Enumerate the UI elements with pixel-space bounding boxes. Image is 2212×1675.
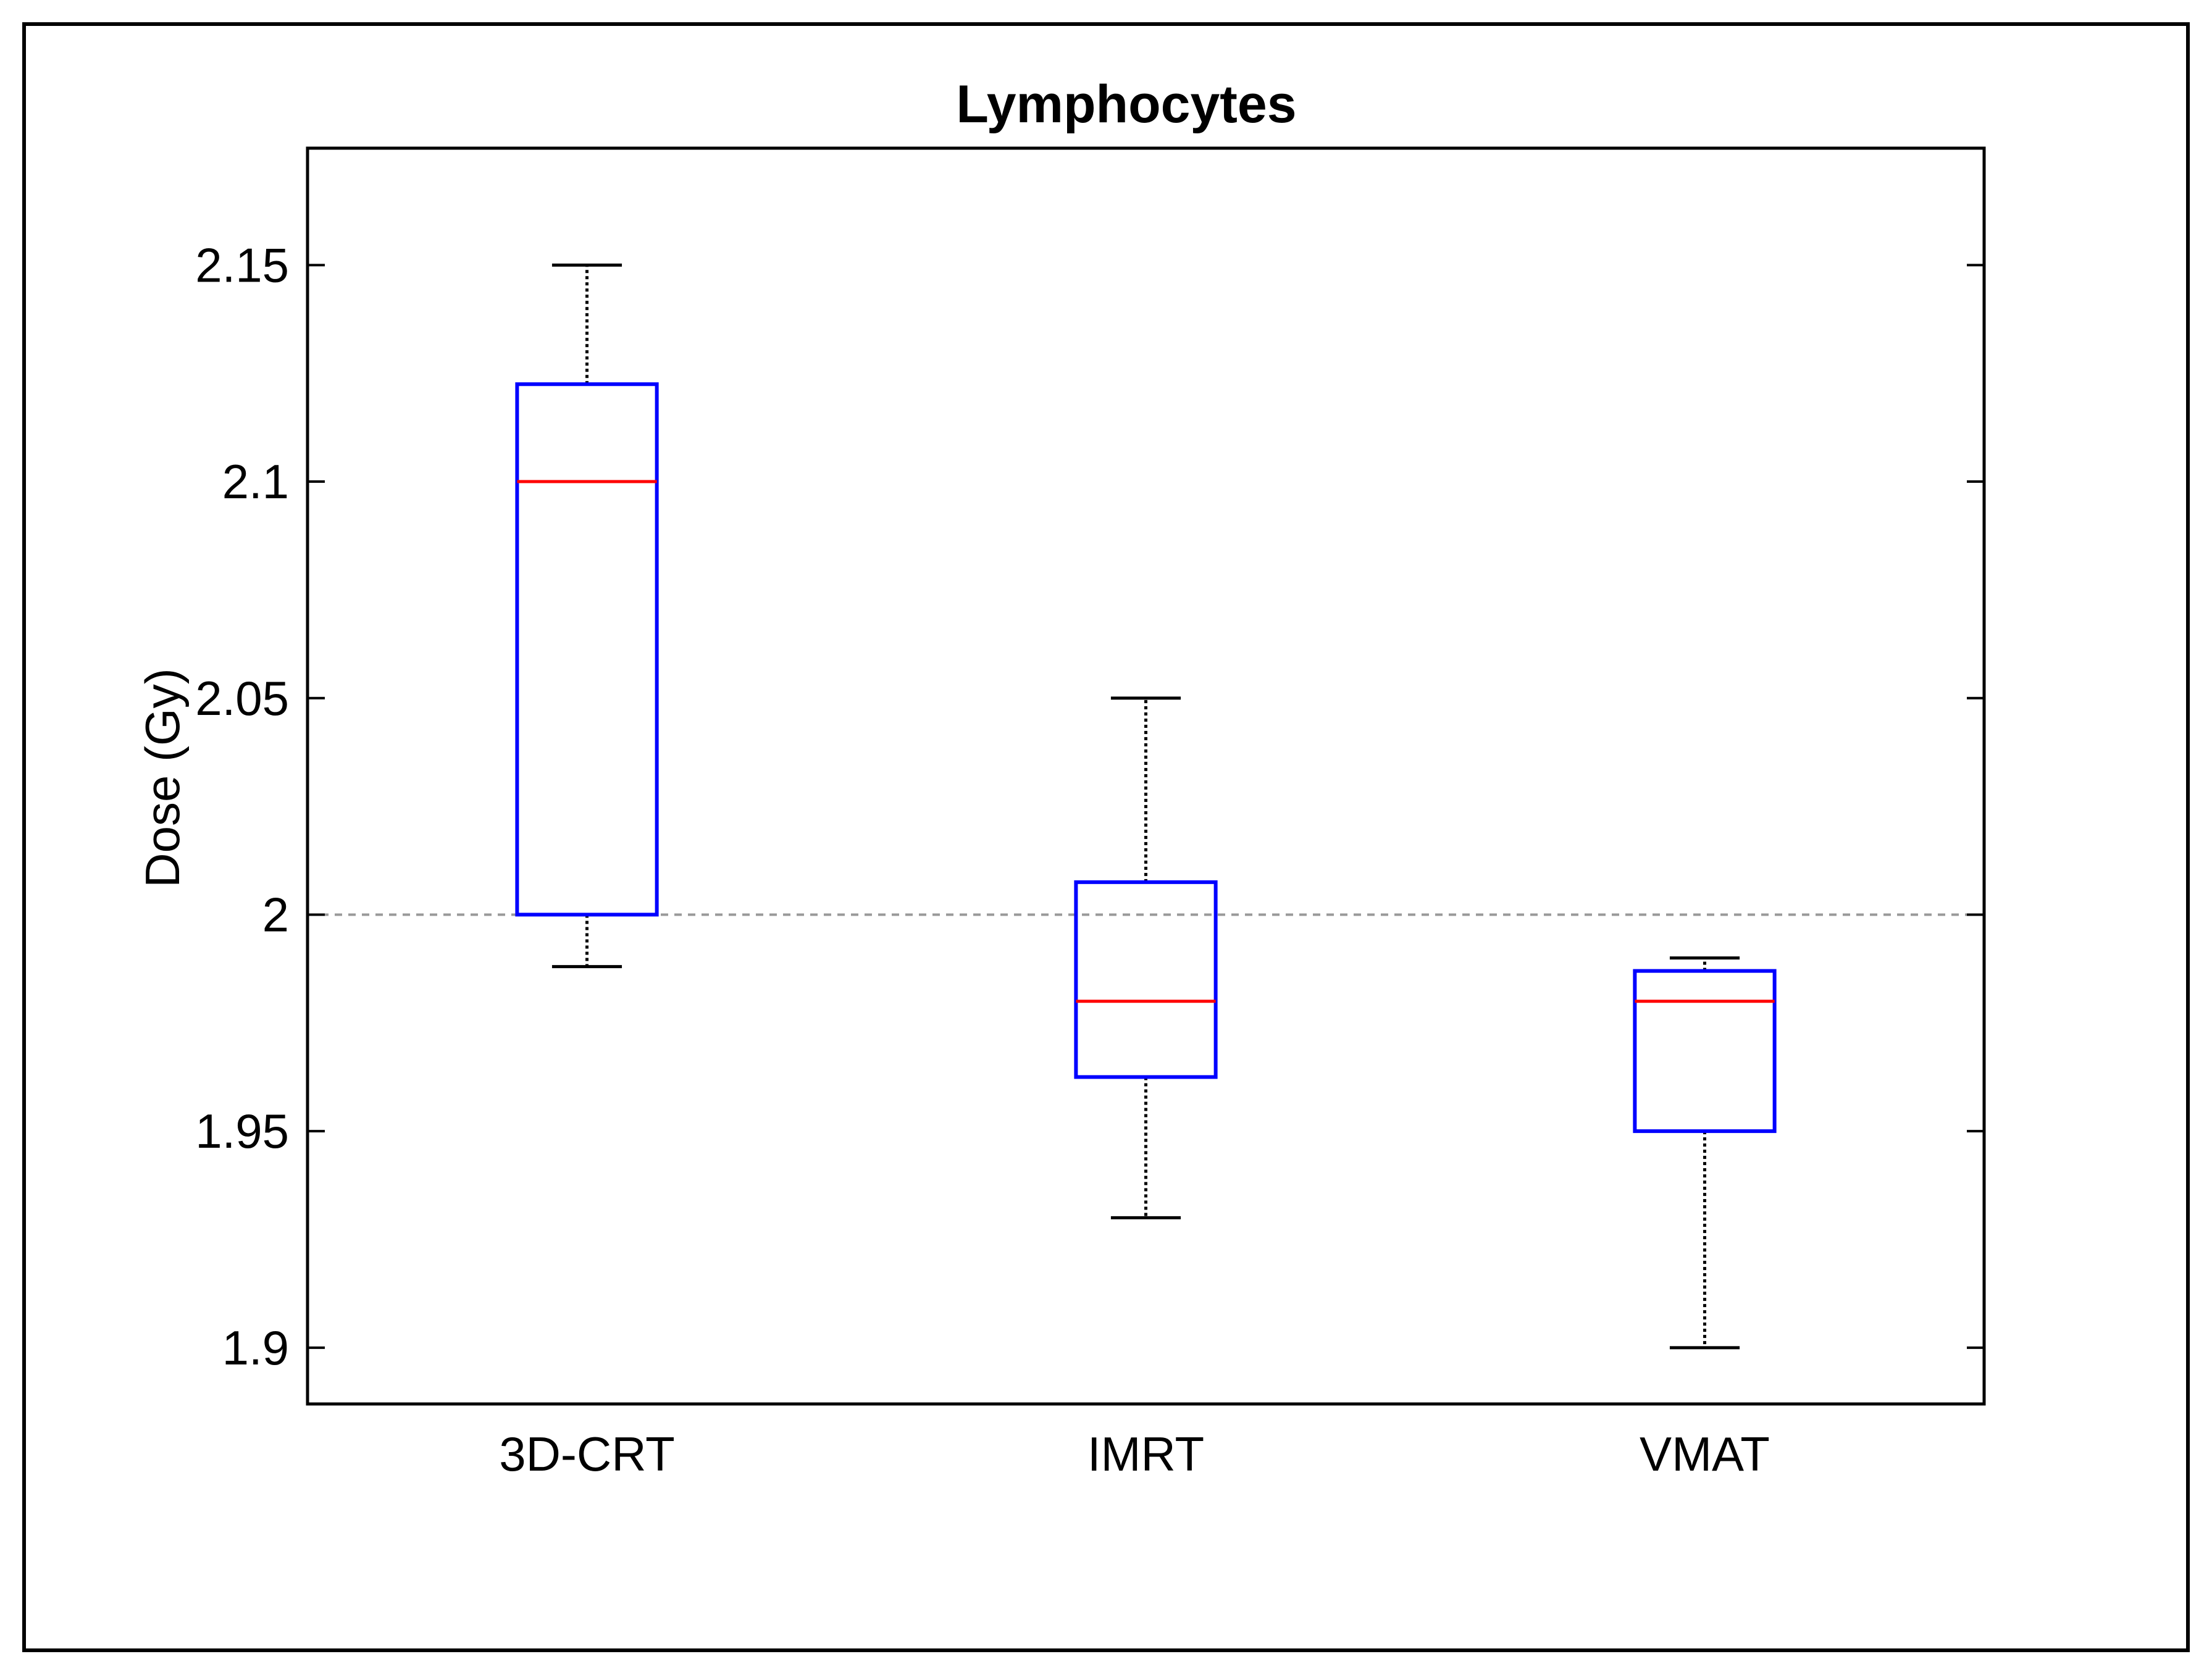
boxplot-chart: Lymphocytes Dose (Gy) 1.9 1.95 2 2.05 2.1 2.1…: [135, 75, 1986, 1481]
y-tick-label: 1.9: [222, 1321, 289, 1375]
x-tick-label: VMAT: [1640, 1427, 1770, 1481]
box-imrt: [1074, 696, 1218, 1219]
y-tick-label: 2.05: [195, 671, 289, 725]
iqr-box: [1074, 880, 1218, 1079]
x-tick-label: 3D-CRT: [499, 1427, 675, 1481]
figure-frame: Lymphocytes Dose (Gy) 1.9 1.95 2 2.05 2.1 2.1…: [22, 22, 2190, 1652]
plot-area: [306, 146, 1986, 1406]
chart-title: Lymphocytes: [956, 75, 1296, 134]
x-axis-ticks: 3D-CRT IMRT VMAT: [499, 1427, 1770, 1481]
y-axis-label: Dose (Gy): [135, 668, 190, 887]
x-tick-label: IMRT: [1087, 1427, 1204, 1481]
iqr-box: [515, 382, 659, 917]
y-tick-label: 2: [262, 887, 289, 942]
box-vmat: [1633, 956, 1777, 1350]
y-axis-ticks: 1.9 1.95 2 2.05 2.1 2.15: [195, 238, 1984, 1375]
y-tick-label: 1.95: [195, 1104, 289, 1158]
plot-layer: [308, 263, 1984, 1350]
y-tick-label: 2.15: [195, 238, 289, 292]
y-tick-label: 2.1: [222, 454, 289, 509]
box-3d-crt: [515, 263, 659, 969]
iqr-box: [1633, 969, 1777, 1134]
